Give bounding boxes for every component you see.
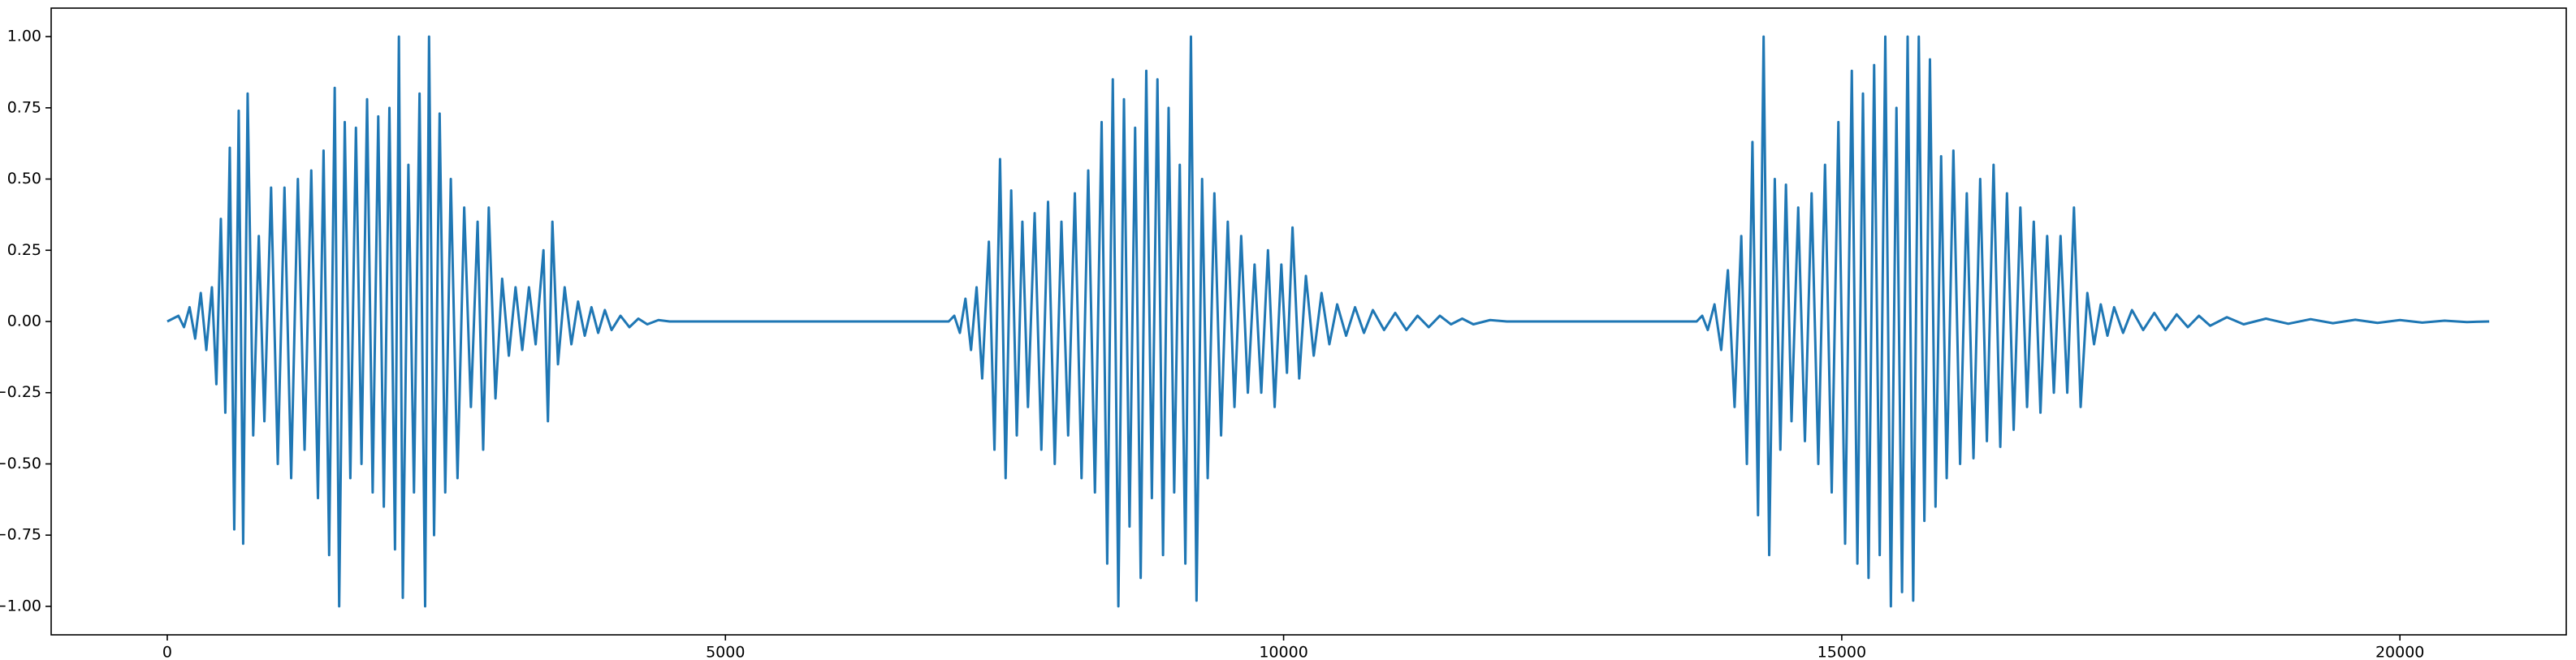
y-tick-label: −0.25: [0, 383, 41, 401]
x-tick-label: 0: [162, 644, 172, 660]
y-tick-label: 0.75: [7, 98, 41, 116]
y-tick-label: 1.00: [7, 28, 41, 45]
x-tick-label: 15000: [1817, 644, 1866, 660]
y-tick-label: 0.25: [7, 241, 41, 259]
x-tick-label: 10000: [1259, 644, 1307, 660]
y-tick-label: −0.50: [0, 455, 41, 472]
x-tick-label: 5000: [706, 644, 745, 660]
y-tick-label: −1.00: [0, 597, 41, 615]
axes-frame: [50, 7, 2567, 636]
y-tick-label: 0.50: [7, 170, 41, 188]
x-tick-label: 20000: [2375, 644, 2424, 660]
y-tick-label: −0.75: [0, 526, 41, 544]
data-line: [166, 35, 2490, 608]
y-tick-label: 0.00: [7, 313, 41, 330]
